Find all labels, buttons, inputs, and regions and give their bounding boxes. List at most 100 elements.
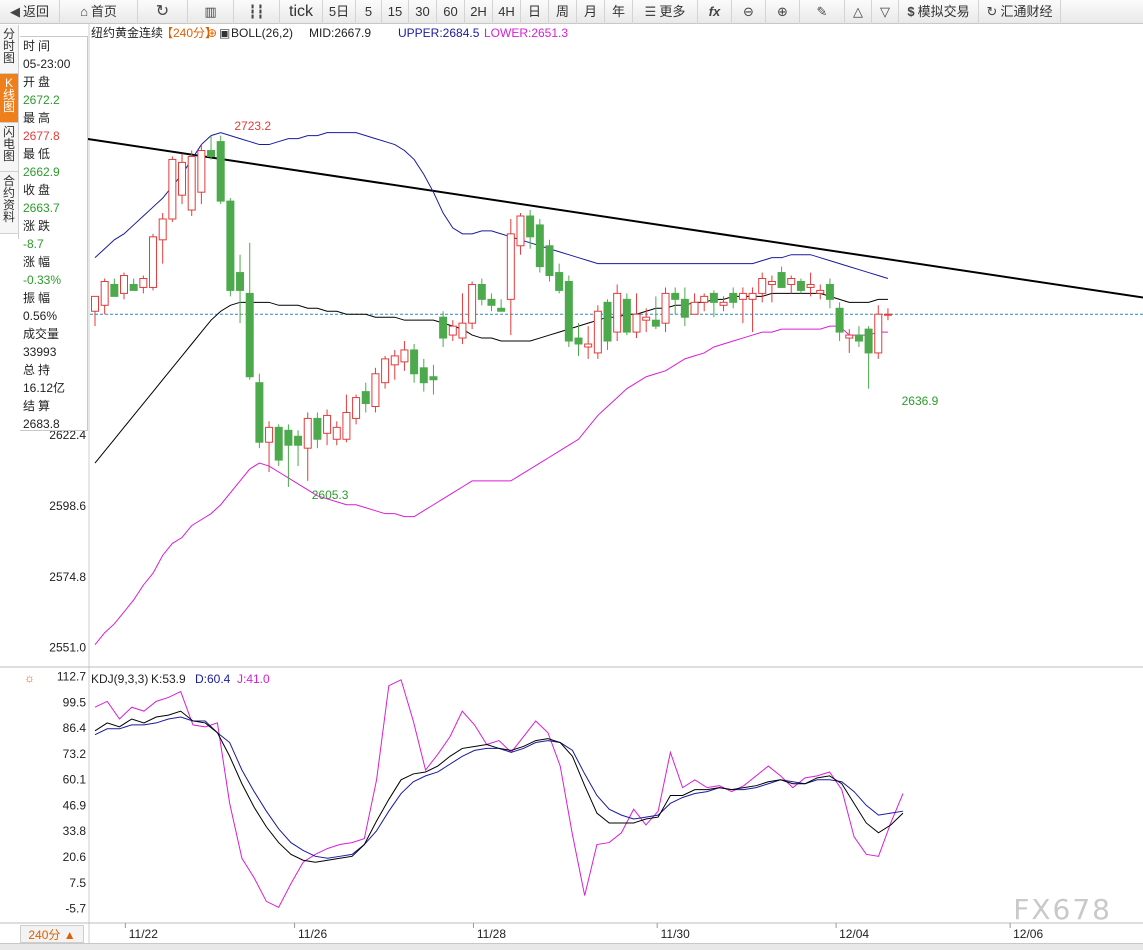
candle-body: [274, 426, 283, 461]
kdj-k-label: K:53.9: [151, 672, 186, 686]
candle-body: [120, 275, 129, 294]
boll-upper-line: [94, 132, 889, 279]
back-button[interactable]: ◀ 返回: [0, 0, 60, 24]
y-tick-label: 2574.8: [49, 570, 86, 584]
main-labels: 2622.4 2598.6 2574.8 2551.0 2723.2 2605.3 2636…: [49, 25, 938, 655]
candle-body: [883, 313, 892, 316]
price-annotation: 2605.3: [312, 488, 349, 502]
tick-button[interactable]: tick: [280, 0, 323, 24]
timeshare-chart-button[interactable]: ▥: [188, 0, 234, 24]
candle-body: [497, 307, 506, 312]
candle-body: [100, 280, 109, 306]
dollar-icon: $: [907, 4, 915, 19]
time-value: 05-23:00: [23, 57, 71, 71]
kdj-j-label: J:41.0: [237, 672, 270, 686]
watermark: FX678: [1013, 893, 1112, 926]
news-label: 汇通财经: [1000, 4, 1053, 19]
period-5day[interactable]: 5日: [323, 0, 356, 24]
candle-body: [787, 278, 796, 285]
period-month[interactable]: 月: [577, 0, 605, 24]
x-tick-label: 11/30: [661, 927, 690, 941]
candle-body: [632, 313, 641, 333]
period-5min[interactable]: 5: [356, 0, 382, 24]
period-60min[interactable]: 60: [437, 0, 465, 24]
refresh-button[interactable]: ↻: [138, 0, 188, 24]
period-2h[interactable]: 2H: [465, 0, 493, 24]
candle-body: [294, 435, 303, 446]
candle-body: [748, 292, 757, 300]
candle-body: [448, 325, 457, 336]
zoom-in-button[interactable]: ⊕: [766, 0, 800, 24]
period-4h[interactable]: 4H: [493, 0, 521, 24]
candle-body: [738, 292, 747, 300]
candle-body: [178, 161, 187, 196]
tab-kline[interactable]: K线图: [0, 74, 18, 123]
boll-mid-line: [94, 292, 888, 464]
status-bar: [0, 943, 1143, 950]
period-month-label: 月: [583, 4, 597, 19]
settle-value: 2683.8: [23, 417, 60, 431]
refresh-icon: ↻: [155, 3, 170, 20]
period-15min[interactable]: 15: [382, 0, 409, 24]
toolbar: ◀ 返回 ⌂ 首页 ↻ ▥ ┇┇ tick 5日 5 15 30 60 2H 4…: [0, 0, 1143, 24]
price-annotation: 2636.9: [902, 394, 939, 408]
boll-series: [85, 132, 1143, 645]
kdj-k-line: [94, 710, 904, 863]
candle-body: [613, 292, 622, 333]
candle-body: [661, 292, 670, 324]
period-select[interactable]: 240分 ▲: [20, 925, 84, 943]
period-year[interactable]: 年: [605, 0, 633, 24]
zoom-out-button[interactable]: ⊖: [732, 0, 766, 24]
formula-button[interactable]: fx: [698, 0, 732, 24]
kdj-d-line: [94, 716, 904, 859]
tab-timeshare[interactable]: 分时图: [0, 25, 18, 74]
candle-body: [323, 414, 332, 434]
kdj-labels: 112.7 99.5 86.4 73.2 60.1 46.9 33.8 20.6 7.5 -5.7…: [24, 669, 270, 915]
candle-body: [439, 316, 448, 339]
change-value: -8.7: [23, 237, 44, 251]
chart-header-label: ⊕: [207, 26, 217, 40]
chart-area[interactable]: 2622.4 2598.6 2574.8 2551.0 2723.2 2605.3 2636…: [0, 24, 1143, 943]
candle-body: [593, 310, 602, 354]
open-interest-value: 16.12亿: [23, 381, 66, 395]
kdj-j-line: [94, 679, 904, 908]
candle-body: [458, 322, 467, 339]
chart-header-label: UPPER:2684.5: [398, 26, 480, 40]
candle-body: [265, 426, 274, 443]
home-button[interactable]: ⌂ 首页: [60, 0, 138, 24]
candle-body: [216, 141, 225, 202]
candle-body: [477, 283, 486, 300]
bar-chart-icon: ▥: [204, 4, 217, 19]
tab-contract-info[interactable]: 合约资料: [0, 172, 18, 234]
period-day[interactable]: 日: [521, 0, 549, 24]
tick-label: tick: [289, 3, 313, 20]
candle-body: [816, 289, 825, 294]
volume-label: 成交量: [23, 327, 60, 341]
amplitude-value: 0.56%: [23, 309, 58, 323]
draw-button[interactable]: ✎: [800, 0, 845, 24]
period-30min[interactable]: 30: [409, 0, 437, 24]
up-triangle-button[interactable]: △: [845, 0, 872, 24]
candle-body: [400, 349, 409, 363]
y-tick-label: 2551.0: [49, 641, 86, 655]
candle-body: [516, 215, 525, 247]
down-triangle-button[interactable]: ▽: [872, 0, 899, 24]
low-value: 2662.9: [23, 165, 60, 179]
period-15min-label: 15: [387, 4, 403, 19]
kdj-y-tick-label: 112.7: [57, 669, 86, 683]
candle-body: [303, 417, 312, 449]
change-pct-label: 涨幅: [23, 255, 54, 269]
candle-body: [719, 301, 728, 306]
candle-body: [564, 280, 573, 342]
news-button[interactable]: ↻ 汇通财经: [979, 0, 1061, 24]
candle-body: [419, 367, 428, 384]
more-button[interactable]: ☰ 更多: [633, 0, 698, 24]
candlestick-chart-button[interactable]: ┇┇: [234, 0, 280, 24]
period-week[interactable]: 周: [549, 0, 577, 24]
chart-header-label: MID:2667.9: [309, 26, 371, 40]
kdj-d-label: D:60.4: [195, 672, 231, 686]
sim-trade-button[interactable]: $ 模拟交易: [899, 0, 979, 24]
candle-body: [390, 355, 399, 366]
tab-flash[interactable]: 闪电图: [0, 123, 18, 172]
